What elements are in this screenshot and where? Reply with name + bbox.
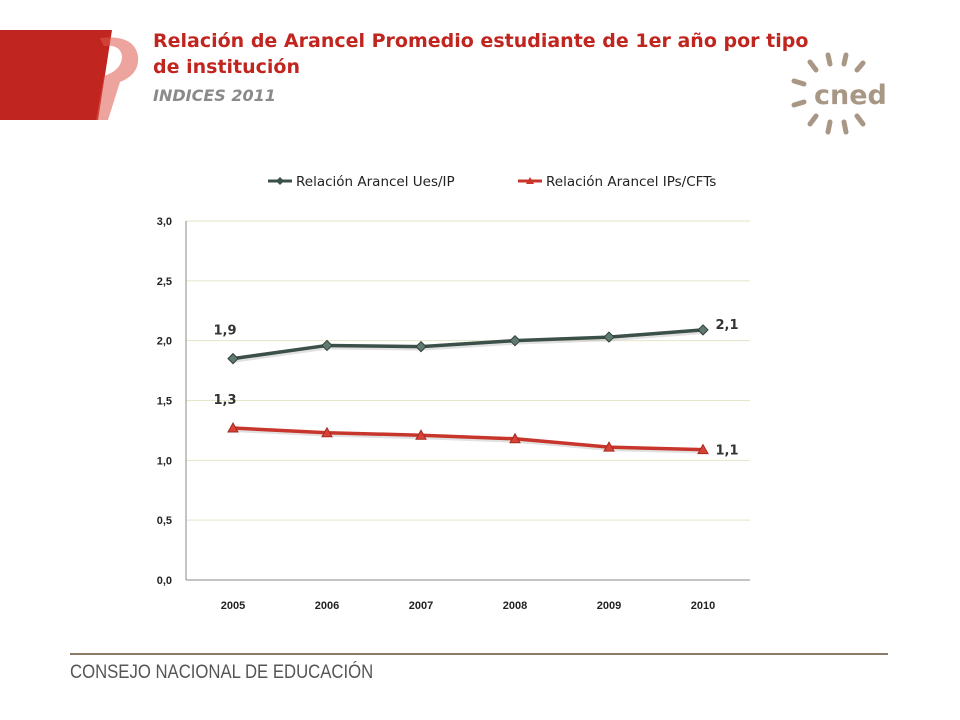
data-point — [321, 426, 333, 438]
data-point — [415, 340, 427, 353]
sun-rays-icon — [791, 52, 866, 135]
data-label: 2,1 — [715, 318, 738, 333]
footer-divider — [70, 653, 888, 655]
y-tick-label: 0,5 — [157, 515, 172, 527]
data-point — [227, 421, 239, 433]
line-chart: 0,0 0,5 1,0 1,5 2,0 2,5 3,0 2005 2006 2007 2008 200… — [157, 174, 750, 612]
y-tick-label: 1,5 — [157, 396, 172, 408]
cned-logo: cned — [791, 52, 887, 135]
footer-text: CONSEJO NACIONAL DE EDUCACIÓN — [70, 662, 374, 683]
data-label: 1,1 — [715, 444, 738, 459]
page-title: Relación de Arancel Promedio estudiante … — [153, 30, 809, 78]
y-tick-label: 2,5 — [157, 276, 172, 288]
x-tick-label: 2010 — [691, 600, 715, 612]
series-line-shadow — [234, 428, 705, 454]
x-tick-label: 2008 — [503, 600, 527, 612]
page-subtitle: INDICES 2011 — [153, 86, 276, 105]
y-tick-label: 1,0 — [157, 455, 172, 467]
data-point — [509, 334, 521, 347]
y-tick-label: 0,0 — [157, 575, 172, 587]
legend-label: Relación Arancel Ues/IP — [296, 174, 455, 190]
decorative-corner-graphic — [0, 30, 139, 120]
series-line — [232, 328, 704, 361]
legend-marker — [276, 177, 284, 185]
data-label: 1,3 — [213, 393, 236, 408]
logo-text: cned — [814, 80, 887, 111]
y-tick-label: 2,0 — [157, 336, 172, 348]
y-tick-label: 3,0 — [157, 216, 172, 228]
legend-marker — [526, 177, 534, 184]
x-tick-label: 2007 — [409, 600, 433, 612]
data-label: 1,9 — [213, 324, 236, 339]
data-point — [227, 352, 239, 365]
data-point — [415, 429, 427, 440]
x-tick-label: 2009 — [597, 600, 621, 612]
data-point — [509, 432, 521, 444]
x-tick-label: 2005 — [221, 600, 245, 612]
data-point — [697, 324, 709, 336]
series-line-shadow — [234, 329, 705, 363]
series-line — [232, 426, 704, 452]
data-point — [603, 331, 615, 343]
legend-label: Relación Arancel IPs/CFTs — [546, 174, 716, 190]
data-point — [321, 339, 333, 352]
data-point — [697, 443, 709, 455]
data-point — [603, 441, 615, 452]
x-tick-label: 2006 — [315, 600, 339, 612]
